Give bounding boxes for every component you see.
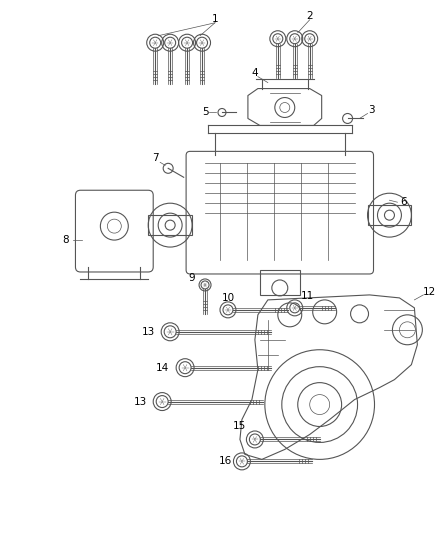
Text: 5: 5 [202, 108, 208, 117]
Text: 10: 10 [221, 293, 234, 303]
Bar [148, 215, 192, 235]
Text: 16: 16 [219, 456, 232, 466]
Bar [260, 270, 300, 295]
Text: 8: 8 [62, 235, 69, 245]
Text: 15: 15 [233, 422, 247, 432]
Text: 11: 11 [301, 291, 314, 301]
Bar [367, 205, 411, 225]
Text: 4: 4 [251, 68, 258, 78]
Text: 14: 14 [155, 362, 169, 373]
Text: 6: 6 [400, 197, 407, 207]
Text: 7: 7 [152, 154, 159, 163]
Text: 9: 9 [189, 273, 195, 283]
Text: 13: 13 [134, 397, 147, 407]
Text: 12: 12 [423, 287, 436, 297]
Text: 13: 13 [141, 327, 155, 337]
Text: 1: 1 [212, 14, 218, 24]
Text: 2: 2 [307, 11, 313, 21]
Text: 3: 3 [368, 106, 375, 116]
